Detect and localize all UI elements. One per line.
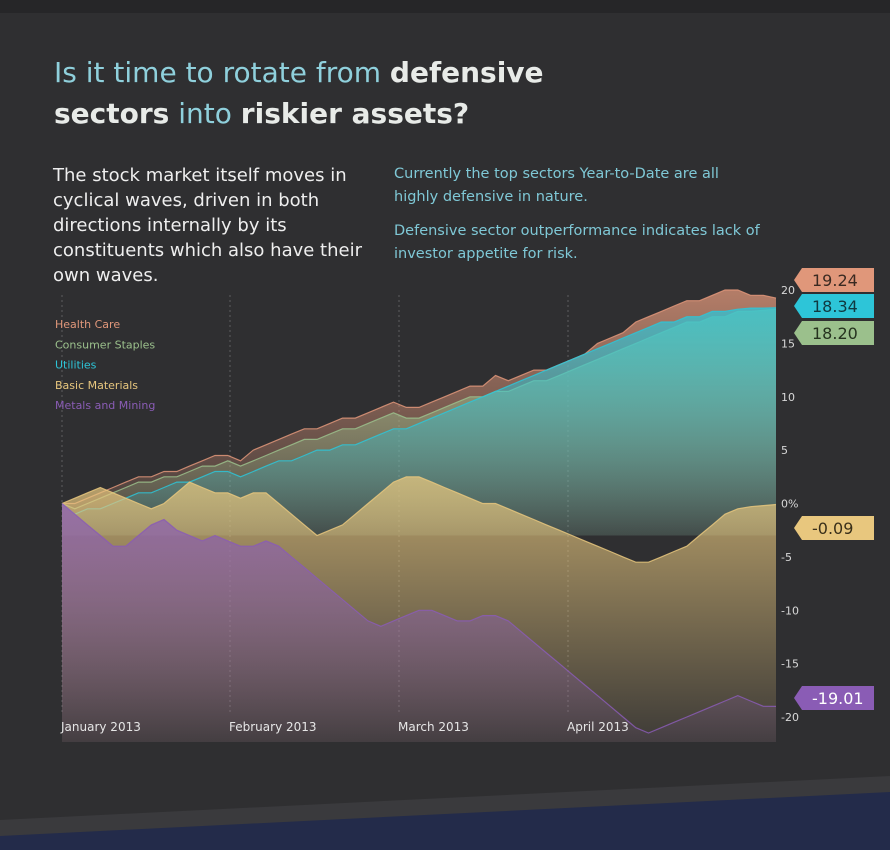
title-part-1: Is it time to rotate from	[54, 56, 390, 89]
series-line-health-care	[62, 289, 777, 505]
y-tick-label: 10	[781, 391, 795, 404]
x-tick-label: February 2013	[229, 720, 317, 734]
series-line-basic-materials	[61, 476, 777, 563]
end-value-label: 18.34	[812, 297, 858, 316]
y-tick-label: -15	[781, 658, 799, 671]
x-tick-label: January 2013	[60, 720, 141, 734]
end-value-badge	[794, 516, 874, 540]
legend-item: Basic Materials	[55, 379, 138, 392]
y-tick-label: -10	[781, 604, 799, 617]
page-title: Is it time to rotate from defensive sect…	[54, 52, 614, 134]
legend-item: Consumer Staples	[55, 338, 155, 351]
y-tick-label: -5	[781, 551, 792, 564]
y-tick-label: -20	[781, 711, 799, 724]
x-tick-label: April 2013	[567, 720, 629, 734]
y-tick-label: 15	[781, 337, 795, 350]
y-tick-label: 20	[781, 284, 795, 297]
series-area-metals-and-mining	[62, 503, 776, 742]
end-value-badge	[794, 294, 874, 318]
end-value-label: -19.01	[812, 689, 864, 708]
legend-item: Health Care	[55, 318, 120, 331]
end-value-badge	[794, 686, 874, 710]
title-part-5: riskier assets?	[240, 97, 470, 130]
top-strip	[0, 0, 890, 13]
note-defensive: Defensive sector outperformance indicate…	[394, 223, 760, 262]
series-line-utilities	[61, 307, 777, 515]
title-part-3: sectors	[54, 97, 170, 130]
end-value-label: -0.09	[812, 519, 853, 538]
y-tick-label: 0%	[781, 498, 798, 511]
series-line-metals-and-mining	[61, 503, 777, 734]
end-value-badge	[794, 321, 874, 345]
end-value-badge	[794, 268, 874, 292]
end-value-label: 19.24	[812, 271, 858, 290]
legend-item: Metals and Mining	[55, 399, 155, 412]
note-top-sectors: Currently the top sectors Year-to-Date a…	[394, 166, 719, 205]
end-value-label: 18.20	[812, 324, 858, 343]
intro-text: The stock market itself moves in cyclica…	[53, 165, 362, 286]
title-part-2: defensive	[389, 56, 544, 89]
legend-item: Utilities	[55, 359, 97, 372]
title-part-4: into	[169, 97, 241, 130]
series-area-utilities	[62, 307, 776, 536]
x-tick-label: March 2013	[398, 720, 469, 734]
y-tick-label: 5	[781, 444, 788, 457]
